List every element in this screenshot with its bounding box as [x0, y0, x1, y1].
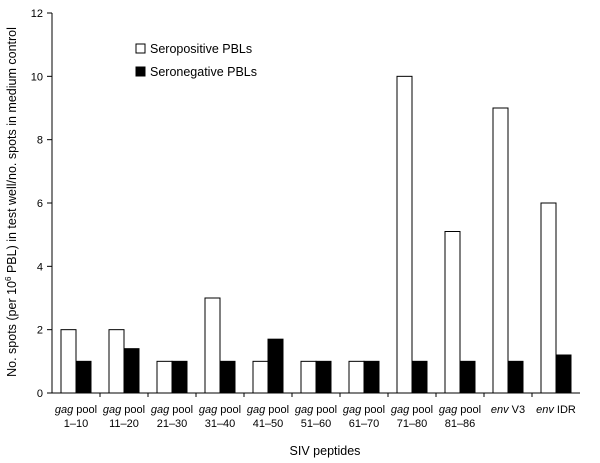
x-category-label: gag pool [295, 404, 337, 416]
x-categories-group: gag pool 1–10 gag pool 11–20 gag pool 21–30 ga… [55, 393, 576, 430]
bar-seronegative [459, 360, 476, 394]
bar-seronegative [411, 360, 428, 394]
y-tick-label: 4 [37, 261, 43, 273]
x-category-label: gag pool [439, 404, 481, 416]
y-tick-label: 10 [31, 71, 43, 83]
y-axis-title-part2: PBL) in test well/no. spots in medium co… [5, 27, 19, 276]
x-category-label: gag pool [151, 404, 193, 416]
x-category-label-range: 1–10 [64, 418, 88, 430]
x-category-label-range: 41–50 [253, 418, 284, 430]
y-axis-title-superscript: 6 [4, 276, 13, 281]
bar-seropositive [492, 107, 509, 394]
bar-seropositive [444, 231, 461, 394]
x-category-label: gag pool [247, 404, 289, 416]
bar-seropositive [540, 202, 557, 394]
x-category-label-range: 71–80 [397, 418, 428, 430]
legend-label-seropositive: Seropositive PBLs [150, 42, 252, 56]
x-category-label-range: 21–30 [157, 418, 188, 430]
x-axis-title: SIV peptides [290, 444, 361, 458]
bar-seronegative [507, 360, 524, 394]
x-category-label-range: 11–20 [109, 418, 139, 430]
legend-swatch-seronegative [135, 66, 146, 77]
bar-seropositive [300, 360, 317, 394]
bar-seronegative [555, 354, 572, 394]
x-category-label-range: 61–70 [349, 418, 380, 430]
bar-seropositive [156, 360, 173, 394]
legend-swatch-seropositive [135, 43, 146, 54]
bar-seronegative [171, 360, 188, 394]
x-category-label: gag pool [343, 404, 385, 416]
y-axis-title: No. spots (per 106 PBL) in test well/no.… [4, 27, 19, 377]
y-ticks-group: 0 2 4 6 8 10 12 [31, 8, 52, 400]
bar-seronegative [219, 360, 236, 394]
bar-seronegative [267, 338, 284, 394]
bar-seronegative [123, 348, 140, 394]
x-category-label: env V3 [491, 404, 525, 416]
bar-seronegative [315, 360, 332, 394]
x-category-label: env IDR [536, 404, 576, 416]
bar-seronegative [75, 360, 92, 394]
y-tick-label: 6 [37, 198, 43, 210]
bar-seropositive [60, 329, 77, 394]
y-tick-label: 2 [37, 325, 43, 337]
bar-seropositive [108, 329, 125, 394]
bar-seropositive [396, 75, 413, 394]
y-axis-title-part1: No. spots (per 10 [5, 281, 19, 377]
bar-seronegative [363, 360, 380, 394]
bar-seropositive [252, 360, 269, 394]
x-category-label-range: 81–86 [445, 418, 476, 430]
x-category-label: gag pool [103, 404, 145, 416]
legend-label-seronegative: Seronegative PBLs [150, 65, 257, 79]
legend: Seropositive PBLs Seronegative PBLs [135, 42, 257, 79]
x-category-label-range: 31–40 [205, 418, 236, 430]
bar-seropositive [204, 297, 221, 394]
x-category-label: gag pool [199, 404, 241, 416]
x-category-label: gag pool [391, 404, 433, 416]
bar-seropositive [348, 360, 365, 394]
bars-group [60, 75, 572, 394]
x-category-label-range: 51–60 [301, 418, 332, 430]
y-tick-label: 0 [37, 388, 43, 400]
x-category-label: gag pool [55, 404, 97, 416]
y-tick-label: 8 [37, 135, 43, 147]
y-tick-label: 12 [31, 8, 43, 20]
